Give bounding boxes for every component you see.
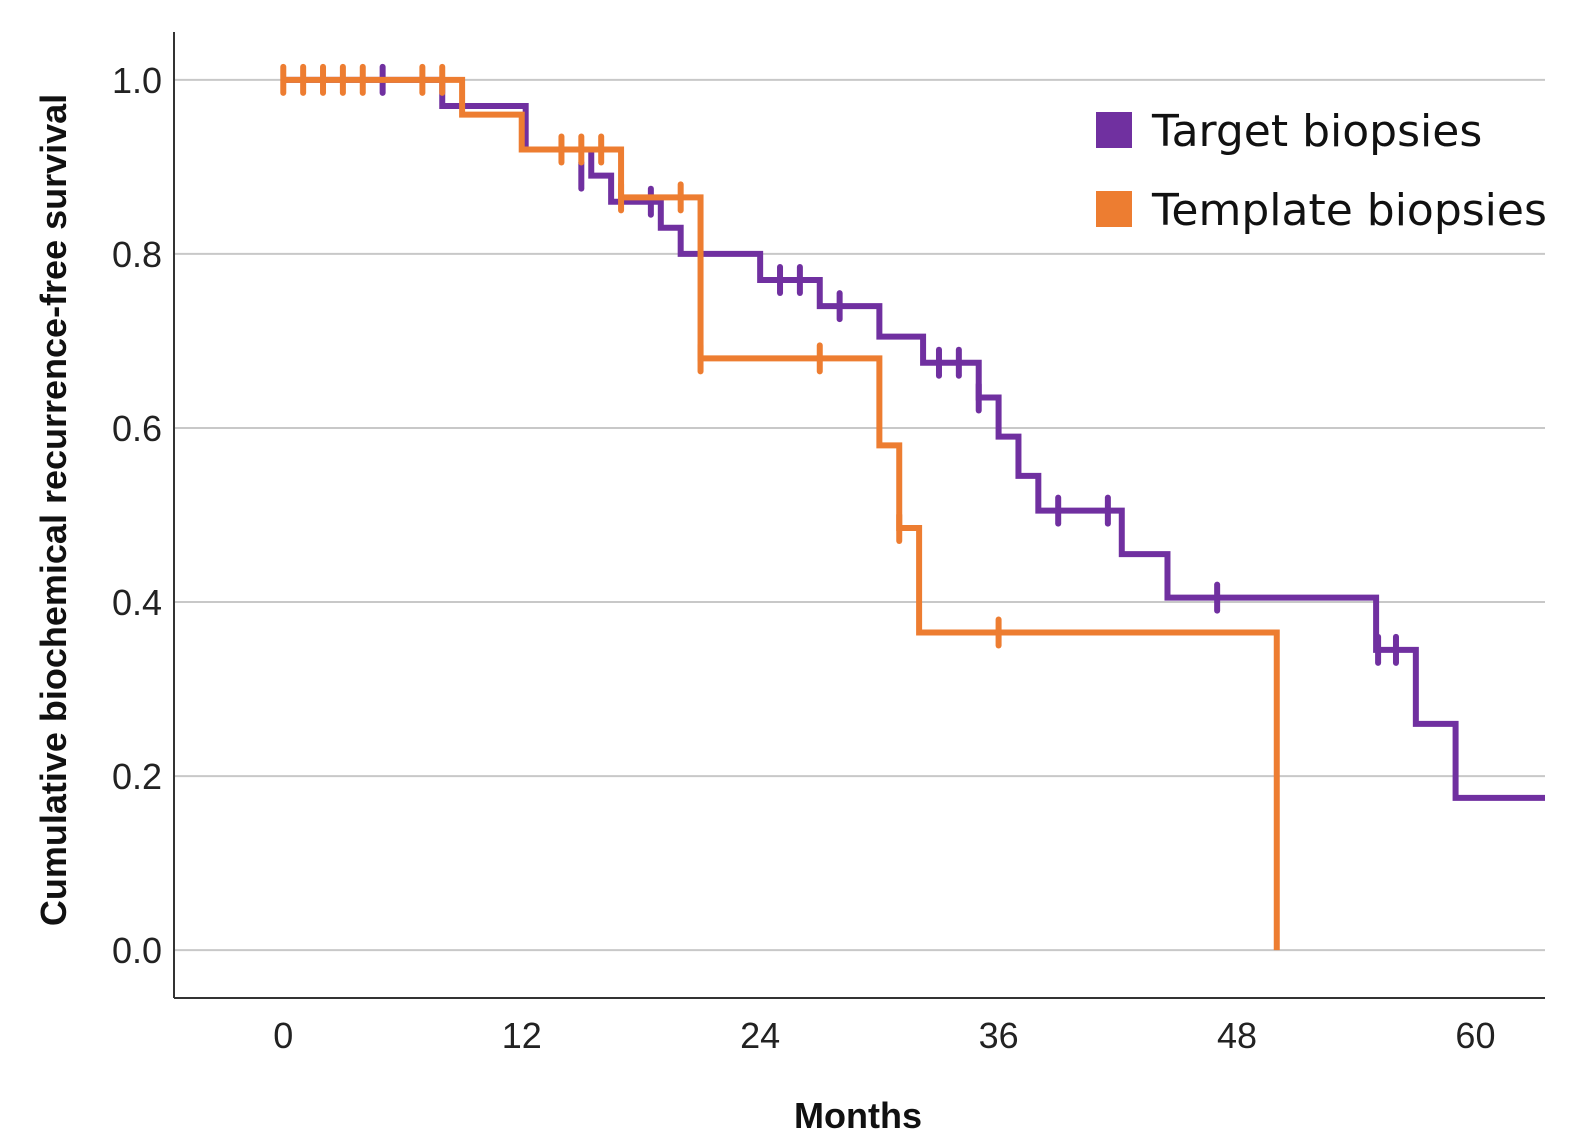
template-biopsies-series xyxy=(280,63,1280,951)
target-biopsies-legend-label: Target biopsies xyxy=(1151,106,1482,157)
x-tick-label: 12 xyxy=(502,1015,542,1056)
template-biopsies-legend-swatch xyxy=(1096,191,1132,227)
y-tick-label: 0.4 xyxy=(112,582,162,623)
x-tick-label: 0 xyxy=(273,1015,293,1056)
target-biopsies-legend-swatch xyxy=(1096,112,1132,148)
x-tick-labels: 0 12 24 36 48 60 xyxy=(273,1015,1495,1056)
x-tick-label: 36 xyxy=(979,1015,1019,1056)
legend: Target biopsies Template biopsies xyxy=(1096,106,1547,236)
y-axis-title: Cumulative biochemical recurrence-free s… xyxy=(33,94,74,926)
x-tick-label: 24 xyxy=(740,1015,780,1056)
target-biopsies-series xyxy=(283,63,1545,801)
x-tick-label: 60 xyxy=(1455,1015,1495,1056)
x-axis-title: Months xyxy=(794,1095,922,1133)
y-tick-labels: 0.0 0.2 0.4 0.6 0.8 1.0 xyxy=(112,60,162,971)
target-biopsies-survival-line xyxy=(283,76,1545,801)
y-tick-label: 0.2 xyxy=(112,756,162,797)
y-tick-label: 1.0 xyxy=(112,60,162,101)
x-tick-label: 48 xyxy=(1217,1015,1257,1056)
template-biopsies-legend-label: Template biopsies xyxy=(1151,185,1547,236)
y-tick-label: 0.6 xyxy=(112,408,162,449)
y-tick-label: 0.0 xyxy=(112,930,162,971)
y-tick-label: 0.8 xyxy=(112,234,162,275)
series-layer xyxy=(280,63,1545,951)
